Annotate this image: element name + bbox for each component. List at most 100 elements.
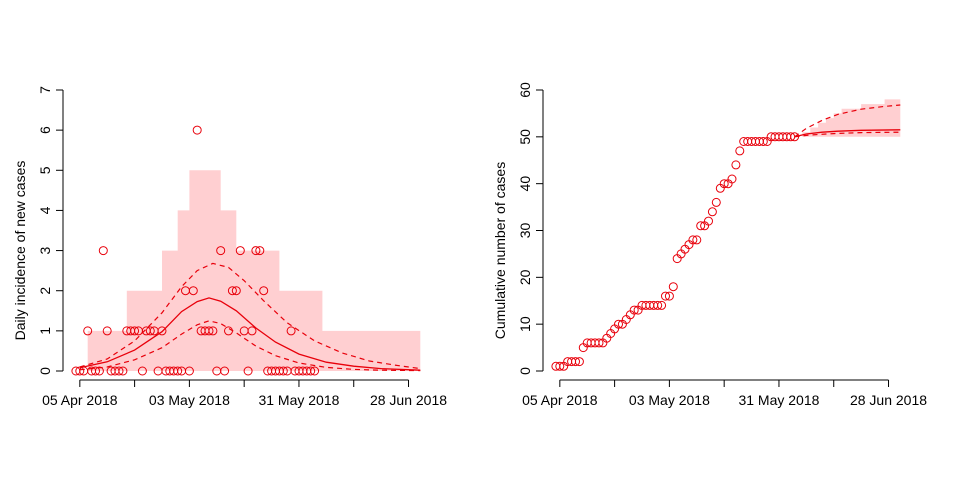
- observed-point: [278, 366, 288, 376]
- observed-point: [286, 326, 296, 336]
- axes: 05 Apr 2018 03 May 2018 31 May 2018 28 Jun …: [37, 86, 447, 408]
- observed-point: [727, 174, 737, 184]
- observed-point: [653, 300, 663, 310]
- observed-point: [75, 366, 85, 376]
- observed-point: [255, 246, 265, 256]
- observed-point: [688, 235, 698, 245]
- observed-point: [137, 366, 147, 376]
- observed-point: [790, 132, 800, 142]
- observed-point: [259, 286, 269, 296]
- observed-point: [83, 326, 93, 336]
- observed-point: [555, 361, 565, 371]
- y-tick-label: 7: [37, 86, 53, 94]
- x-tick-label: 31 May 2018: [258, 392, 339, 408]
- observed-point: [220, 366, 230, 376]
- observed-point: [94, 366, 104, 376]
- observed-point: [707, 207, 717, 217]
- median-projection-line: [794, 129, 901, 138]
- observed-point: [704, 216, 713, 226]
- observed-point: [192, 125, 202, 135]
- observed-point: [594, 338, 604, 348]
- observed-point: [188, 286, 198, 296]
- y-tick-label: 1: [37, 327, 53, 335]
- observed-point: [696, 221, 706, 231]
- upper-projection-line: [794, 104, 901, 138]
- cumulative-cases-chart: 05 Apr 2018 03 May 2018 31 May 2018 28 Jun …: [492, 82, 927, 408]
- observed-point: [145, 326, 155, 336]
- y-axis-label: Cumulative number of cases: [492, 162, 508, 339]
- observed-points: [71, 125, 320, 376]
- observed-point: [91, 366, 100, 376]
- observed-point: [247, 326, 257, 336]
- observed-point: [216, 246, 226, 256]
- x-tick-label: 03 May 2018: [149, 392, 230, 408]
- observed-point: [661, 291, 670, 301]
- observed-point: [719, 179, 729, 189]
- observed-point: [735, 146, 745, 156]
- y-tick-label: 10: [517, 316, 533, 332]
- y-tick-label: 6: [37, 126, 53, 134]
- x-tick-label: 05 Apr 2018: [522, 392, 598, 408]
- observed-point: [657, 300, 667, 310]
- observed-point: [668, 282, 678, 292]
- observed-point: [711, 197, 721, 207]
- projection-curves: [79, 262, 421, 372]
- y-tick-label: 2: [37, 287, 53, 295]
- projection-curves: [794, 104, 901, 138]
- observed-point: [173, 366, 183, 376]
- observed-point: [227, 286, 237, 296]
- y-tick-label: 60: [517, 82, 533, 98]
- x-tick-label: 03 May 2018: [629, 392, 710, 408]
- y-tick-label: 50: [517, 129, 533, 145]
- observed-point: [184, 366, 194, 376]
- observed-point: [786, 132, 796, 142]
- observed-point: [243, 366, 253, 376]
- observed-point: [118, 366, 128, 376]
- observed-point: [758, 137, 768, 146]
- prediction-band-area: [79, 170, 421, 371]
- x-tick-label: 31 May 2018: [738, 392, 819, 408]
- observed-point: [157, 326, 167, 336]
- observed-point: [204, 326, 214, 336]
- y-tick-label: 3: [37, 246, 53, 254]
- observed-point: [235, 246, 245, 256]
- observed-point: [629, 305, 639, 315]
- y-tick-label: 5: [37, 166, 53, 174]
- axes: 05 Apr 2018 03 May 2018 31 May 2018 28 Jun …: [517, 82, 927, 408]
- y-tick-label: 0: [517, 367, 533, 375]
- observed-point: [231, 286, 241, 296]
- y-tick-label: 40: [517, 176, 533, 192]
- y-tick-label: 0: [37, 367, 53, 375]
- observed-point: [614, 319, 623, 329]
- observed-points: [551, 132, 800, 371]
- observed-point: [692, 235, 702, 245]
- x-tick-label: 05 Apr 2018: [42, 392, 118, 408]
- x-tick-label: 28 Jun 2018: [370, 392, 447, 408]
- observed-point: [114, 366, 124, 376]
- prediction-band-area: [794, 99, 901, 137]
- observed-point: [251, 246, 261, 256]
- y-axis-label: Daily incidence of new cases: [12, 161, 28, 341]
- observed-point: [571, 357, 580, 367]
- observed-point: [574, 357, 584, 367]
- observed-point: [306, 366, 316, 376]
- observed-point: [224, 326, 233, 336]
- median-projection-line: [79, 297, 421, 371]
- y-tick-label: 4: [37, 206, 53, 214]
- upper-projection-line: [79, 262, 421, 370]
- observed-point: [130, 326, 140, 336]
- lower-projection-line: [794, 131, 901, 138]
- observed-point: [310, 366, 320, 376]
- observed-point: [98, 246, 108, 256]
- observed-point: [208, 326, 218, 336]
- y-tick-label: 20: [517, 269, 533, 285]
- observed-point: [664, 291, 674, 301]
- lower-projection-line: [79, 320, 421, 372]
- observed-point: [731, 160, 741, 170]
- x-tick-label: 28 Jun 2018: [850, 392, 927, 408]
- prediction-band: [794, 99, 901, 137]
- daily-incidence-chart: 05 Apr 2018 03 May 2018 31 May 2018 28 Jun …: [12, 86, 447, 408]
- observed-point: [102, 326, 112, 336]
- y-tick-label: 30: [517, 223, 533, 239]
